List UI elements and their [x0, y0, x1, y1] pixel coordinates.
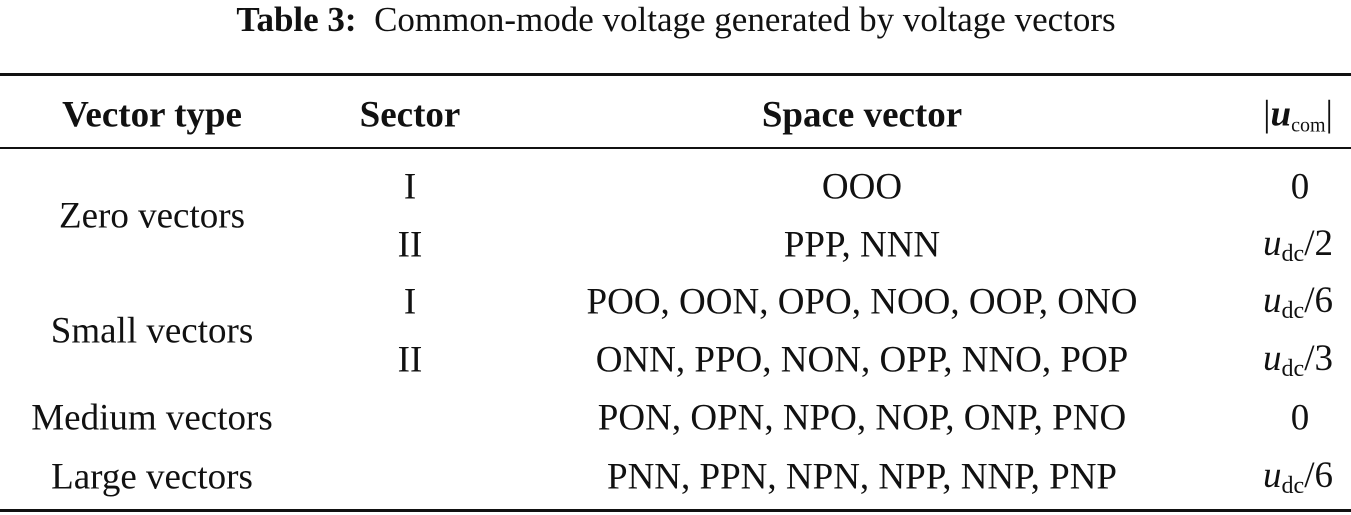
- abs-bar: |: [1325, 93, 1333, 135]
- sector-cell: II: [397, 224, 423, 266]
- vector-cell: PON, OPN, NPO, NOP, ONP, PNO: [597, 397, 1127, 439]
- caption-label: Table 3:: [236, 0, 357, 39]
- subscript: dc: [1281, 241, 1305, 267]
- vector-cell: ONN, PPO, NON, OPP, NNO, POP: [595, 339, 1129, 381]
- header-cell: Sector: [359, 94, 461, 136]
- type-cell: Medium vectors: [31, 397, 273, 439]
- ratio: /3: [1304, 338, 1333, 379]
- sector-cell: I: [403, 281, 417, 323]
- type-cell: Small vectors: [50, 310, 254, 352]
- subscript: dc: [1281, 298, 1305, 324]
- vector-cell: POO, OON, OPO, NOO, OOP, ONO: [586, 281, 1138, 323]
- symbol: u: [1263, 223, 1282, 264]
- caption-text: Common-mode voltage generated by voltage…: [374, 0, 1116, 39]
- ucom-cell: 0: [1290, 397, 1310, 439]
- subscript: com: [1291, 114, 1326, 137]
- ucom-cell: udc/6: [1263, 279, 1333, 325]
- ucom-cell: 0: [1290, 166, 1310, 208]
- table-caption: Table 3: Common-mode voltage generated b…: [236, 0, 1115, 40]
- symbol: u: [1263, 338, 1282, 379]
- abs-bar: |: [1263, 93, 1271, 135]
- symbol: u: [1263, 455, 1282, 496]
- symbol: u: [1270, 93, 1292, 135]
- top-rule: [0, 73, 1351, 76]
- vector-cell: PNN, PPN, NPN, NPP, NNP, PNP: [607, 456, 1117, 498]
- type-cell: Zero vectors: [59, 195, 245, 237]
- vector-cell: OOO: [821, 166, 903, 208]
- ucom-cell: udc/6: [1263, 454, 1333, 500]
- ratio: /6: [1304, 455, 1333, 496]
- subscript: dc: [1281, 356, 1305, 382]
- ucom-cell: udc/2: [1263, 222, 1333, 268]
- header-cell: |ucom|: [1263, 93, 1333, 138]
- header-cell: Vector type: [62, 94, 242, 136]
- sector-cell: I: [403, 166, 417, 208]
- vector-cell: PPP, NNN: [783, 224, 941, 266]
- header-rule: [0, 147, 1351, 149]
- bottom-rule: [0, 509, 1351, 512]
- type-cell: Large vectors: [51, 456, 253, 498]
- ucom-cell: udc/3: [1263, 337, 1333, 383]
- ratio: /2: [1304, 223, 1333, 264]
- ratio: /6: [1304, 280, 1333, 321]
- symbol: u: [1263, 280, 1282, 321]
- header-cell: Space vector: [761, 94, 963, 136]
- sector-cell: II: [397, 339, 423, 381]
- subscript: dc: [1281, 473, 1305, 499]
